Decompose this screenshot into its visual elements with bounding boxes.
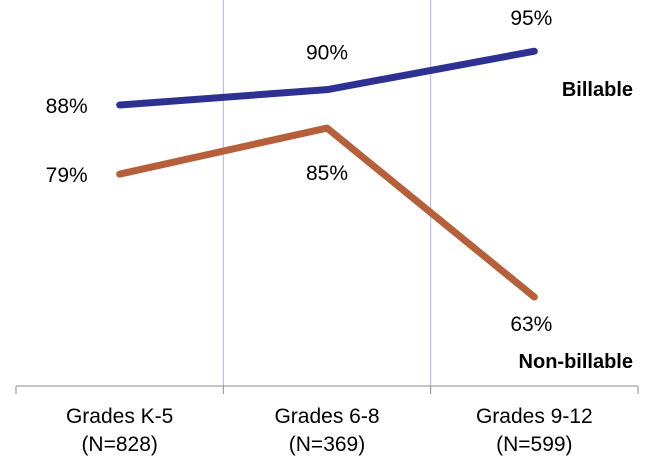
data-label: 79% bbox=[46, 164, 88, 187]
category-labels: Grades K-5 (N=828) Grades 6-8 (N=369) Grades… bbox=[66, 405, 593, 456]
data-label: 63% bbox=[510, 313, 552, 336]
data-labels: 88% 90% 95% 79% 85% 63% bbox=[46, 7, 553, 336]
category-label: Grades 6-8 bbox=[274, 405, 379, 428]
series-line-non-billable bbox=[116, 124, 538, 301]
data-label: 88% bbox=[46, 95, 88, 118]
data-label: 85% bbox=[306, 162, 348, 185]
series-lines bbox=[116, 47, 538, 301]
series-names: Billable Non-billable bbox=[519, 79, 633, 373]
category-label: Grades K-5 bbox=[66, 405, 173, 428]
series-name-non-billable: Non-billable bbox=[519, 351, 633, 373]
vertical-gridlines bbox=[222, 0, 432, 386]
data-label: 90% bbox=[306, 42, 348, 65]
category-label: (N=828) bbox=[81, 433, 157, 456]
category-label: (N=599) bbox=[496, 433, 572, 456]
data-label: 95% bbox=[510, 7, 552, 30]
series-line-billable bbox=[116, 47, 538, 109]
category-label: Grades 9-12 bbox=[476, 405, 593, 428]
category-label: (N=369) bbox=[289, 433, 365, 456]
series-name-billable: Billable bbox=[562, 79, 633, 101]
x-axis bbox=[15, 385, 639, 394]
